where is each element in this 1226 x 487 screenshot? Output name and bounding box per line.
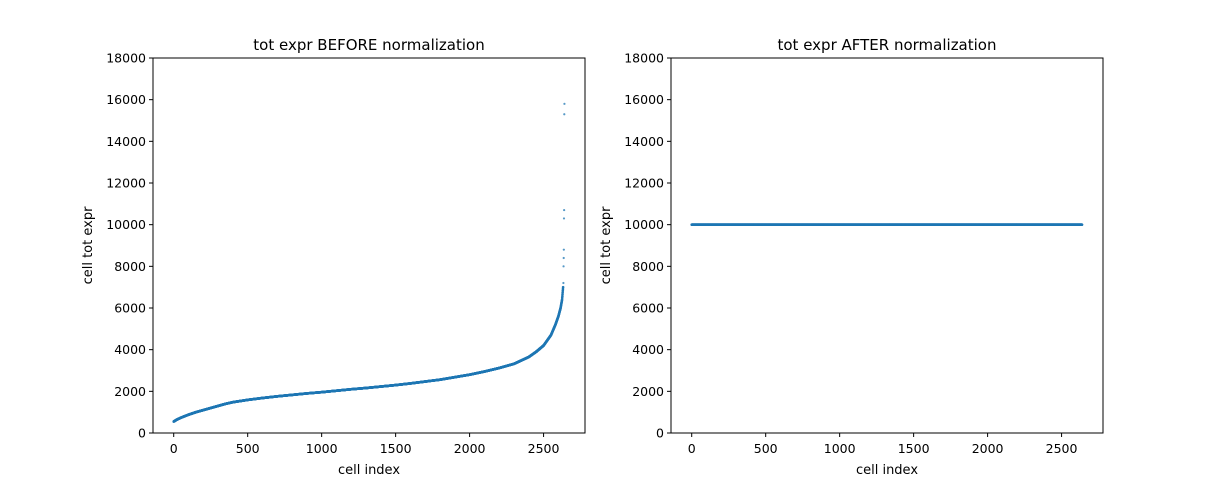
chart-title: tot expr BEFORE normalization — [253, 36, 484, 54]
x-tick-label: 0 — [170, 441, 178, 456]
x-tick-label: 1500 — [380, 441, 412, 456]
x-axis-label: cell index — [338, 463, 400, 478]
y-tick-label: 0 — [138, 426, 146, 441]
data-point-outlier — [563, 102, 566, 105]
y-tick-label: 6000 — [114, 301, 146, 316]
chart-before-normalization: tot expr BEFORE normalization 0 500 1000 15… — [81, 36, 586, 478]
data-point-outlier — [562, 265, 565, 268]
data-point — [561, 285, 565, 289]
data-point-outlier — [562, 217, 566, 220]
data-points — [690, 223, 1084, 226]
data-points — [172, 102, 566, 423]
y-tick-label: 2000 — [114, 384, 146, 399]
x-tick-label: 500 — [236, 441, 260, 456]
data-point-outlier — [563, 113, 566, 116]
y-tick-label: 14000 — [106, 134, 146, 149]
chart-title: tot expr AFTER normalization — [778, 36, 997, 54]
data-point-outlier — [563, 208, 566, 212]
y-tick-label: 16000 — [106, 92, 146, 107]
y-axis-label: cell tot expr — [81, 206, 96, 284]
y-tick-label: 18000 — [106, 51, 146, 66]
data-point-outlier — [562, 256, 565, 260]
y-tick-label: 12000 — [106, 176, 146, 191]
y-tick-label: 10000 — [106, 217, 146, 232]
x-tick-label: 2000 — [454, 441, 486, 456]
x-tick-label: 2500 — [528, 441, 560, 456]
y-tick-label: 4000 — [114, 342, 146, 357]
y-tick-label: 8000 — [114, 259, 146, 274]
data-point-outlier — [562, 281, 565, 285]
x-tick-label: 1000 — [306, 441, 338, 456]
data-point-outlier — [562, 248, 565, 251]
